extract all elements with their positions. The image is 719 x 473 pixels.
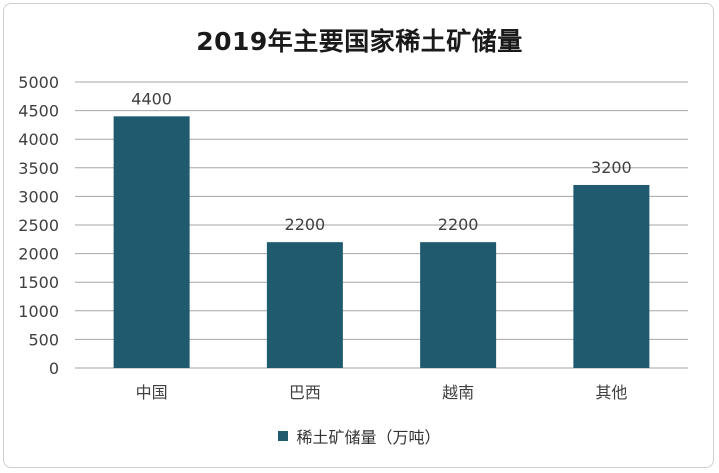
bar	[420, 242, 497, 368]
bar	[573, 184, 650, 368]
chart-title: 2019年主要国家稀土矿储量	[196, 27, 523, 56]
y-tick-label: 1000	[18, 302, 59, 321]
y-tick-label: 1500	[18, 273, 59, 292]
x-axis-ticks: 中国 巴西 越南 其他	[136, 383, 628, 402]
x-tick-label: 巴西	[289, 383, 321, 402]
legend-swatch	[278, 431, 289, 441]
bar	[113, 116, 190, 368]
y-tick-label: 4500	[18, 102, 59, 121]
data-label: 3200	[591, 158, 632, 177]
data-label: 2200	[285, 215, 326, 234]
y-tick-label: 4000	[18, 130, 59, 149]
legend-label: 稀土矿储量（万吨）	[296, 428, 441, 447]
x-tick-label: 越南	[442, 383, 474, 402]
y-tick-label: 3000	[18, 187, 59, 206]
y-axis-ticks: 0 500 1000 1500 2000 2500 3000 3500 4000 4500 5000	[18, 73, 59, 378]
y-tick-label: 3500	[18, 159, 59, 178]
x-tick-label: 其他	[595, 383, 627, 402]
x-tick-label: 中国	[136, 383, 168, 402]
data-label: 2200	[438, 215, 479, 234]
data-label: 4400	[131, 89, 172, 108]
bars	[113, 116, 650, 368]
y-tick-label: 5000	[18, 73, 59, 92]
y-tick-label: 500	[28, 330, 59, 349]
y-tick-label: 2500	[18, 216, 59, 235]
bar	[266, 242, 343, 368]
data-labels: 4400 2200 2200 3200	[131, 89, 631, 234]
legend: 稀土矿储量（万吨）	[0, 424, 719, 448]
y-tick-label: 2000	[18, 245, 59, 264]
y-tick-label: 0	[49, 359, 59, 378]
